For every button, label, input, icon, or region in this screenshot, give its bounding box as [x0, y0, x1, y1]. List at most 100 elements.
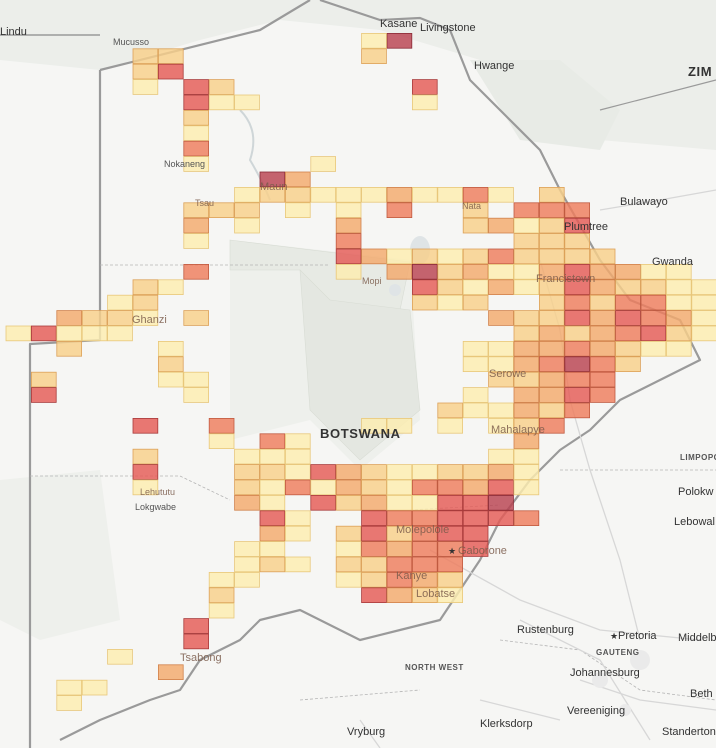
grid-cell[interactable]	[335, 263, 362, 280]
grid-cell[interactable]	[132, 48, 159, 64]
grid-cell[interactable]	[234, 186, 260, 203]
grid-cell[interactable]	[259, 464, 286, 480]
grid-cell[interactable]	[488, 356, 514, 372]
grid-cell[interactable]	[183, 233, 210, 249]
grid-cell[interactable]	[462, 217, 489, 234]
grid-cell[interactable]	[488, 248, 514, 265]
grid-cell[interactable]	[640, 263, 667, 280]
grid-cell[interactable]	[259, 479, 286, 496]
grid-cell[interactable]	[513, 248, 540, 265]
grid-cell[interactable]	[183, 371, 210, 388]
grid-cell[interactable]	[437, 525, 463, 542]
grid-cell[interactable]	[539, 233, 565, 249]
grid-cell[interactable]	[361, 417, 387, 434]
grid-cell[interactable]	[234, 572, 260, 588]
grid-cell[interactable]	[666, 340, 692, 357]
grid-cell[interactable]	[157, 371, 184, 388]
grid-cell[interactable]	[462, 494, 489, 511]
grid-cell[interactable]	[589, 387, 616, 403]
grid-cell[interactable]	[386, 572, 413, 588]
grid-cell[interactable]	[564, 356, 590, 372]
grid-cell[interactable]	[462, 464, 489, 480]
grid-cell[interactable]	[564, 263, 590, 280]
grid-cell[interactable]	[183, 156, 210, 172]
grid-cell[interactable]	[539, 402, 565, 419]
grid-cell[interactable]	[56, 310, 82, 326]
grid-cell[interactable]	[666, 263, 692, 280]
grid-cell[interactable]	[513, 263, 540, 280]
grid-cell[interactable]	[208, 202, 235, 219]
grid-cell[interactable]	[183, 633, 210, 650]
grid-cell[interactable]	[107, 325, 133, 342]
grid-cell[interactable]	[513, 510, 540, 526]
grid-cell[interactable]	[386, 248, 413, 265]
grid-cell[interactable]	[335, 233, 362, 249]
grid-cell[interactable]	[361, 572, 387, 588]
grid-cell[interactable]	[157, 664, 184, 680]
grid-cell[interactable]	[411, 248, 438, 265]
grid-cell[interactable]	[310, 494, 336, 511]
grid-cell[interactable]	[488, 340, 514, 357]
grid-cell[interactable]	[589, 263, 616, 280]
grid-cell[interactable]	[56, 340, 82, 357]
grid-cell[interactable]	[183, 217, 210, 234]
grid-cell[interactable]	[386, 479, 413, 496]
grid-cell[interactable]	[386, 541, 413, 557]
grid-cell[interactable]	[513, 356, 540, 372]
grid-cell[interactable]	[386, 33, 413, 49]
grid-cell[interactable]	[208, 433, 235, 449]
grid-cell[interactable]	[437, 587, 463, 603]
grid-cell[interactable]	[691, 310, 716, 326]
grid-cell[interactable]	[411, 510, 438, 526]
grid-cell[interactable]	[335, 525, 362, 542]
grid-cell[interactable]	[284, 433, 311, 449]
grid-cell[interactable]	[132, 310, 159, 326]
grid-cell[interactable]	[183, 387, 210, 403]
grid-cell[interactable]	[386, 587, 413, 603]
grid-cell[interactable]	[462, 202, 489, 219]
grid-cell[interactable]	[234, 541, 260, 557]
grid-cell[interactable]	[284, 525, 311, 542]
grid-cell[interactable]	[157, 340, 184, 357]
grid-cell[interactable]	[386, 525, 413, 542]
grid-cell[interactable]	[488, 310, 514, 326]
grid-cell[interactable]	[183, 202, 210, 219]
grid-cell[interactable]	[437, 479, 463, 496]
grid-cell[interactable]	[488, 448, 514, 465]
grid-cell[interactable]	[56, 325, 82, 342]
grid-cell[interactable]	[107, 294, 133, 311]
grid-cell[interactable]	[437, 464, 463, 480]
grid-cell[interactable]	[183, 125, 210, 142]
grid-cell[interactable]	[437, 248, 463, 265]
grid-cell[interactable]	[361, 541, 387, 557]
grid-cell[interactable]	[411, 294, 438, 311]
grid-cell[interactable]	[259, 171, 286, 188]
grid-cell[interactable]	[615, 279, 641, 295]
grid-cell[interactable]	[183, 618, 210, 634]
grid-cell[interactable]	[539, 340, 565, 357]
grid-cell[interactable]	[640, 325, 667, 342]
grid-cell[interactable]	[234, 217, 260, 234]
grid-cell[interactable]	[335, 248, 362, 265]
grid-cell[interactable]	[437, 417, 463, 434]
grid-cell[interactable]	[564, 217, 590, 234]
grid-cell[interactable]	[589, 294, 616, 311]
grid-cell[interactable]	[539, 217, 565, 234]
grid-cell[interactable]	[539, 294, 565, 311]
grid-cell[interactable]	[335, 479, 362, 496]
grid-cell[interactable]	[157, 48, 184, 64]
grid-cell[interactable]	[539, 310, 565, 326]
grid-cell[interactable]	[411, 94, 438, 111]
grid-cell[interactable]	[589, 310, 616, 326]
grid-cell[interactable]	[462, 294, 489, 311]
grid-cell[interactable]	[335, 541, 362, 557]
grid-cell[interactable]	[386, 556, 413, 573]
grid-cell[interactable]	[335, 202, 362, 219]
grid-cell[interactable]	[132, 417, 159, 434]
grid-cell[interactable]	[615, 310, 641, 326]
grid-cell[interactable]	[208, 587, 235, 603]
grid-cell[interactable]	[564, 402, 590, 419]
grid-cell[interactable]	[539, 371, 565, 388]
grid-cell[interactable]	[437, 294, 463, 311]
grid-cell[interactable]	[335, 494, 362, 511]
